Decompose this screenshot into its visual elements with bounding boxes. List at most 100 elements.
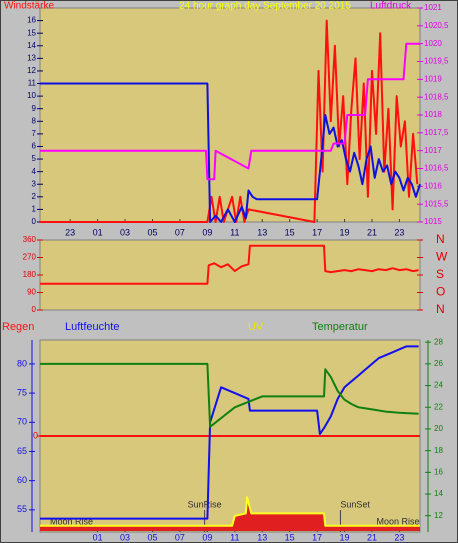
y2-tick-label: 1016,5 <box>424 164 449 173</box>
y-tick-label: 60 <box>17 475 27 485</box>
x-tick-label: 05 <box>147 532 157 542</box>
legend-label: Regen <box>2 321 34 333</box>
series-line <box>40 345 419 520</box>
x-tick-label: 15 <box>285 532 295 542</box>
y2-tick-label: 18 <box>434 446 443 455</box>
y-tick-label: 9 <box>32 104 37 113</box>
x-tick-label: 03 <box>120 227 130 237</box>
x-tick-label: 15 <box>285 227 295 237</box>
y2-tick-label: 1018 <box>424 110 442 119</box>
x-tick-label: 07 <box>175 227 185 237</box>
x-tick-label: 17 <box>312 227 322 237</box>
y2-tick-label: 1019 <box>424 74 442 83</box>
y2-tick-label: 1016 <box>424 181 442 190</box>
y2-tick-label: 12 <box>434 511 443 520</box>
y2-tick-label: 1015 <box>424 217 442 226</box>
y2-tick-label: 1020,5 <box>424 21 449 30</box>
x-tick-label: 19 <box>340 532 350 542</box>
y2-tick-label: 26 <box>434 359 443 368</box>
x-tick-label: 03 <box>120 532 130 542</box>
series-line <box>40 496 420 527</box>
x-tick-label: 11 <box>230 227 239 237</box>
y2-tick-label: 1017,5 <box>424 128 449 137</box>
y-tick-label: 15 <box>27 28 36 37</box>
x-tick-label: 19 <box>340 227 350 237</box>
x-tick-label: 01 <box>93 227 103 237</box>
y-tick-label: 4 <box>32 167 37 176</box>
x-tick-label: 21 <box>367 227 377 237</box>
y-tick-label: 90 <box>27 288 36 297</box>
x-tick-label: 11 <box>230 532 239 542</box>
y-tick-label: 3 <box>32 179 37 188</box>
legend-label: Luftfeuchte <box>65 321 119 333</box>
chart-title: 24 hour graph day September 20 2015 <box>179 1 351 12</box>
y2-tick-label: N <box>436 302 445 316</box>
y-tick-label: 65 <box>17 446 27 456</box>
y2-tick-label: 1015,5 <box>424 199 449 208</box>
y2-tick-label: 20 <box>434 424 443 433</box>
y-tick-label: 8 <box>32 116 37 125</box>
x-tick-label: 23 <box>65 227 75 237</box>
x-tick-label: 13 <box>257 227 267 237</box>
y-tick-label: 360 <box>23 235 37 244</box>
x-tick-label: 23 <box>394 532 404 542</box>
y-tick-label: 7 <box>32 129 37 138</box>
y-tick-label: 13 <box>27 53 36 62</box>
annotation: Moon Rise <box>377 516 420 526</box>
y2-tick-label: S <box>436 267 444 281</box>
y-tick-label: 6 <box>32 142 37 151</box>
y-tick-label: 270 <box>23 253 37 262</box>
annotation: SunSet <box>340 499 370 509</box>
series-area <box>40 497 420 531</box>
y2-tick-label: 1021 <box>424 3 442 12</box>
annotation: Moon Rise <box>50 516 93 526</box>
y2-tick-label: 1019,5 <box>424 57 449 66</box>
y-tick-label: 70 <box>17 417 27 427</box>
series-line <box>40 19 419 223</box>
y2-tick-label: 22 <box>434 402 443 411</box>
y2-tick-label: 28 <box>434 337 443 346</box>
y-tick-label: 0 <box>32 305 37 314</box>
y2-tick-label: N <box>436 232 445 246</box>
series-line <box>40 42 420 181</box>
y2-tick-label: 14 <box>434 489 443 498</box>
y-tick-label: 14 <box>27 41 36 50</box>
y-tick-label: 55 <box>17 504 27 514</box>
y-tick-label: 11 <box>28 79 37 88</box>
y2-tick-label: O <box>436 285 445 299</box>
y2-tick-label: 1018,5 <box>424 92 449 101</box>
y-tick-label: 80 <box>17 358 27 368</box>
x-tick-label: 09 <box>202 227 212 237</box>
y-tick-label: 180 <box>23 270 37 279</box>
x-tick-label: 17 <box>312 532 322 542</box>
x-tick-label: 05 <box>147 227 157 237</box>
y3-tick-label: 0 <box>33 430 38 440</box>
legend-label: UV <box>248 321 264 333</box>
y-tick-label: 2 <box>32 192 37 201</box>
legend-label: Temperatur <box>312 321 368 333</box>
annotation: SunRise <box>188 499 222 509</box>
y-tick-label: 0 <box>32 217 37 226</box>
series-line <box>40 362 419 428</box>
plot-area <box>39 239 421 311</box>
y2-tick-label: 16 <box>434 467 443 476</box>
y-tick-label: 10 <box>27 91 36 100</box>
y2-tick-label: 1017 <box>424 146 442 155</box>
y2-tick-label: 1020 <box>424 39 442 48</box>
y-tick-label: 16 <box>27 16 36 25</box>
series-line <box>40 82 421 223</box>
x-tick-label: 13 <box>257 532 267 542</box>
series-line <box>40 244 419 285</box>
y-tick-label: 5 <box>32 154 37 163</box>
y2-tick-label: W <box>436 250 448 264</box>
x-tick-label: 09 <box>202 532 212 542</box>
y-tick-label: 1 <box>32 205 37 214</box>
x-tick-label: 23 <box>394 227 404 237</box>
y-tick-label: 12 <box>27 66 36 75</box>
y2-tick-label: 24 <box>434 381 443 390</box>
x-tick-label: 21 <box>367 532 377 542</box>
y2-axis-label: Luftdruck <box>370 1 412 12</box>
x-tick-label: 01 <box>93 532 103 542</box>
